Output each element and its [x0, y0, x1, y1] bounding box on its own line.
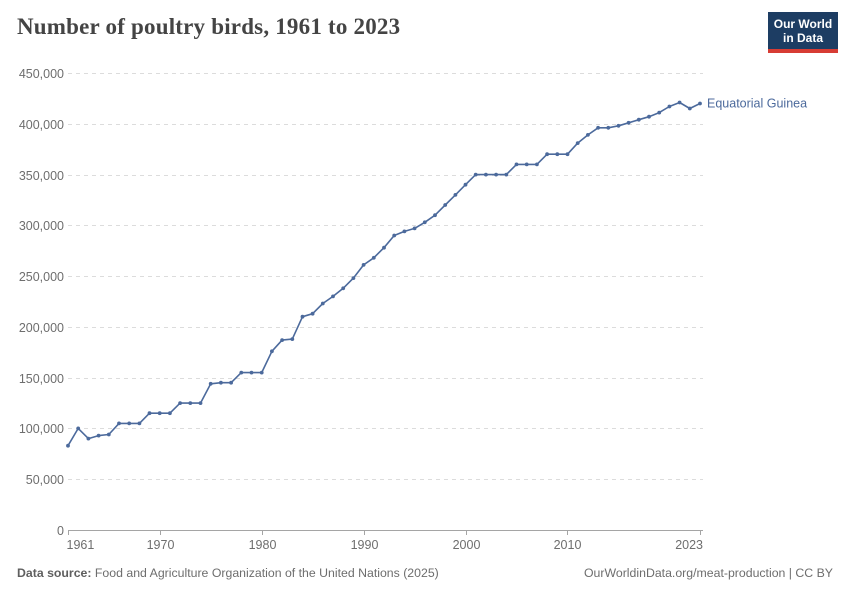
data-source-note: Data source: Food and Agriculture Organi…: [17, 566, 439, 580]
data-point: [596, 125, 600, 130]
data-point: [382, 245, 386, 250]
data-point: [341, 286, 346, 291]
data-point: [300, 314, 305, 319]
entity-label: Equatorial Guinea: [707, 96, 807, 110]
y-axis-tick-label: 250,000: [19, 270, 64, 284]
x-axis-tick-label: 1970: [147, 538, 175, 552]
data-point: [575, 141, 580, 146]
data-point: [188, 401, 193, 405]
data-point: [667, 104, 672, 109]
data-point: [433, 213, 437, 218]
data-point: [117, 421, 121, 426]
page-title: Number of poultry birds, 1961 to 2023: [17, 14, 401, 39]
data-point: [555, 152, 560, 157]
data-point: [127, 421, 132, 426]
data-point: [687, 106, 692, 111]
data-point: [320, 301, 325, 306]
data-point: [565, 152, 570, 157]
data-point: [494, 172, 498, 177]
data-point: [698, 101, 702, 106]
footer-link[interactable]: OurWorldinData.org/meat-production | CC …: [583, 566, 833, 580]
data-point: [290, 337, 295, 341]
data-point: [157, 411, 162, 416]
data-point: [371, 255, 376, 260]
data-point: [504, 172, 509, 177]
data-point: [636, 117, 641, 122]
data-point: [96, 433, 101, 438]
data-point: [657, 110, 662, 115]
x-axis-tick-label: 1990: [351, 538, 379, 552]
data-point: [453, 193, 458, 197]
x-axis-tick-label: 2010: [554, 538, 582, 552]
data-source-text: Food and Agriculture Organization of the…: [94, 566, 439, 580]
chart-footer: Data source: Food and Agriculture Organi…: [17, 566, 833, 580]
data-point: [412, 226, 417, 231]
x-axis-tick-label: 1961: [67, 538, 95, 552]
y-axis-tick-label: 400,000: [19, 118, 64, 132]
y-axis-tick-label: 350,000: [19, 169, 64, 183]
data-point: [677, 100, 682, 105]
y-axis-tick-label: 100,000: [19, 422, 64, 436]
data-point: [86, 436, 91, 441]
data-point: [178, 401, 183, 405]
data-point: [239, 370, 244, 375]
data-point: [198, 401, 203, 405]
data-point: [229, 380, 234, 385]
data-point: [270, 349, 274, 354]
data-point: [361, 263, 366, 267]
data-point: [259, 370, 264, 375]
data-point: [545, 152, 549, 157]
data-point: [473, 172, 478, 177]
y-axis-tick-label: 200,000: [19, 321, 64, 335]
data-point: [484, 172, 488, 177]
data-point: [616, 123, 621, 128]
data-point: [208, 381, 213, 386]
data-point: [402, 229, 407, 234]
data-point: [524, 162, 529, 167]
data-point: [463, 182, 468, 187]
data-point: [331, 294, 335, 299]
y-axis-tick-label: 450,000: [19, 67, 64, 81]
data-point: [535, 162, 539, 167]
data-point: [514, 162, 519, 167]
data-point: [249, 370, 254, 375]
x-axis-tick-label: 2000: [453, 538, 481, 552]
data-point: [76, 426, 81, 431]
data-point: [137, 421, 142, 426]
x-axis-tick-label: 1980: [249, 538, 277, 552]
x-axis-tick-label: 2023: [675, 538, 703, 552]
data-point: [422, 220, 427, 225]
data-source-label: Data source:: [17, 566, 92, 580]
data-point: [647, 114, 651, 119]
data-point: [443, 203, 448, 207]
owid-logo-red-bar: [768, 49, 838, 53]
series-line: [67, 101, 701, 447]
y-axis-tick-label: 300,000: [19, 219, 64, 233]
y-axis-tick-label: 0: [57, 524, 64, 538]
y-axis-tick-label: 150,000: [19, 372, 64, 386]
data-point: [66, 443, 70, 448]
owid-logo[interactable]: Our World in Data: [768, 12, 838, 53]
data-point: [586, 133, 590, 137]
data-point: [392, 233, 397, 238]
data-point: [168, 411, 172, 416]
owid-logo-text: Our World in Data: [768, 12, 838, 49]
data-point: [106, 432, 111, 437]
data-point: [626, 120, 631, 125]
data-point: [606, 125, 611, 130]
data-point: [219, 380, 223, 385]
data-point: [351, 276, 356, 280]
y-axis-tick-label: 50,000: [26, 473, 64, 487]
data-point: [147, 411, 152, 416]
data-point: [310, 311, 315, 316]
data-point: [280, 338, 284, 342]
